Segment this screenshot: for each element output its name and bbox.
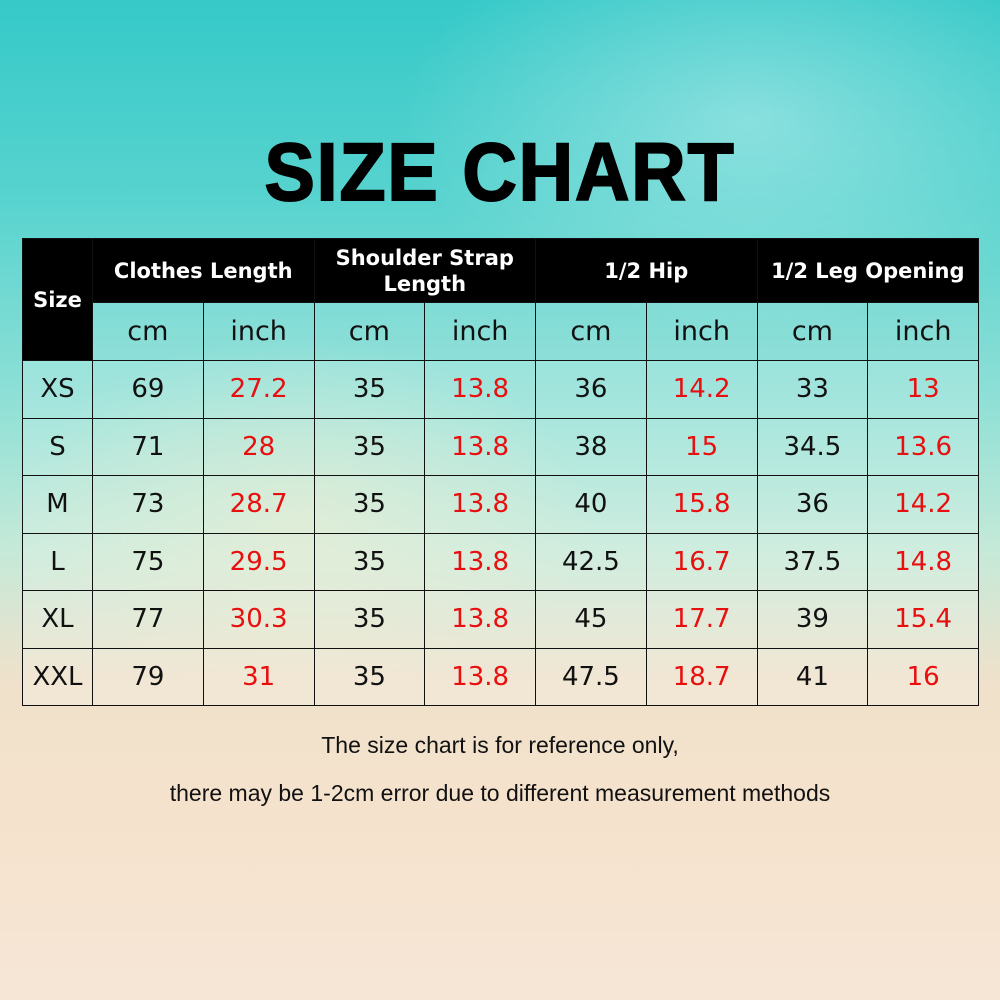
- unit-row: cm inch cm inch cm inch cm inch: [23, 302, 980, 361]
- cell: 35: [313, 360, 426, 419]
- cell: 14.8: [867, 532, 980, 591]
- cell: 16: [867, 647, 980, 706]
- cell: 35: [313, 647, 426, 706]
- cell: 28.7: [202, 475, 315, 534]
- cell: 38: [535, 417, 647, 476]
- note: there may be 1-2cm error due to differen…: [169, 780, 831, 806]
- cell: 17.7: [645, 590, 758, 649]
- group-header: 1/2 Leg Opening: [756, 238, 980, 303]
- unit-header: cm: [535, 302, 647, 361]
- size-label: M: [22, 475, 93, 534]
- group-header: 1/2 Hip: [535, 238, 758, 303]
- cell: 35: [313, 532, 426, 591]
- cell: 35: [313, 417, 426, 476]
- size-label: XS: [22, 360, 93, 419]
- cell: 36: [535, 360, 647, 419]
- cell: 40: [535, 475, 647, 534]
- header-row: Size Clothes Length Shoulder Strap Length 1…: [22, 238, 980, 361]
- group-header: Shoulder Strap Length: [313, 238, 537, 303]
- cell: 34.5: [756, 417, 869, 476]
- cell: 18.7: [645, 647, 758, 706]
- cell: 37.5: [756, 532, 869, 591]
- note: The size chart is for reference only,: [321, 732, 679, 758]
- cell: 42.5: [535, 532, 647, 591]
- cell: 35: [313, 590, 426, 649]
- cell: 77: [92, 590, 204, 649]
- cell: 15: [645, 417, 758, 476]
- cell: 33: [756, 360, 869, 419]
- cell: 47.5: [535, 647, 647, 706]
- cell: 13.6: [867, 417, 980, 476]
- cell: 13.8: [424, 532, 537, 591]
- cell: 13.8: [424, 590, 537, 649]
- title: SIZE CHART: [264, 126, 736, 219]
- unit-header: inch: [424, 302, 537, 361]
- data-row: XXL 79 31 35 13.8 47.5 18.7 41 16: [22, 647, 980, 706]
- unit-header: inch: [202, 302, 315, 361]
- cell: 79: [92, 647, 204, 706]
- cell: 30.3: [202, 590, 315, 649]
- data-row: S 71 28 35 13.8 38 15 34.5 13.6: [22, 417, 980, 476]
- cell: 15.4: [867, 590, 980, 649]
- cell: 13.8: [424, 360, 537, 419]
- cell: 39: [756, 590, 869, 649]
- cell: 31: [202, 647, 315, 706]
- cell: 45: [535, 590, 647, 649]
- size-table: Size Clothes Length Shoulder Strap Length 1…: [22, 238, 980, 706]
- unit-header: inch: [867, 302, 980, 361]
- cell: 28: [202, 417, 315, 476]
- cell: 69: [92, 360, 204, 419]
- cell: 41: [756, 647, 869, 706]
- unit-header: cm: [756, 302, 869, 361]
- cell: 15.8: [645, 475, 758, 534]
- cell: 27.2: [202, 360, 315, 419]
- cell: 13.8: [424, 647, 537, 706]
- cell: 13.8: [424, 417, 537, 476]
- size-label: XL: [22, 590, 93, 649]
- cell: 71: [92, 417, 204, 476]
- unit-header: cm: [313, 302, 426, 361]
- size-label: XXL: [22, 647, 93, 706]
- cell: 13.8: [424, 475, 537, 534]
- unit-header: cm: [92, 302, 204, 361]
- cell: 75: [92, 532, 204, 591]
- data-row: XL 77 30.3 35 13.8 45 17.7 39 15.4: [22, 590, 980, 649]
- cell: 35: [313, 475, 426, 534]
- data-row: L 75 29.5 35 13.8 42.5 16.7 37.5 14.8: [22, 532, 980, 591]
- group-header: Clothes Length: [92, 238, 315, 303]
- cell: 29.5: [202, 532, 315, 591]
- cell: 16.7: [645, 532, 758, 591]
- size-label: L: [22, 532, 93, 591]
- cell: 13: [867, 360, 980, 419]
- data-row: M 73 28.7 35 13.8 40 15.8 36 14.2: [22, 475, 980, 534]
- cell: 73: [92, 475, 204, 534]
- cell: 14.2: [867, 475, 980, 534]
- cell: 36: [756, 475, 869, 534]
- size-header: Size: [22, 238, 93, 361]
- unit-header: inch: [645, 302, 758, 361]
- size-label: S: [22, 417, 93, 476]
- cell: 14.2: [645, 360, 758, 419]
- data-row: XS 69 27.2 35 13.8 36 14.2 33 13: [22, 360, 980, 419]
